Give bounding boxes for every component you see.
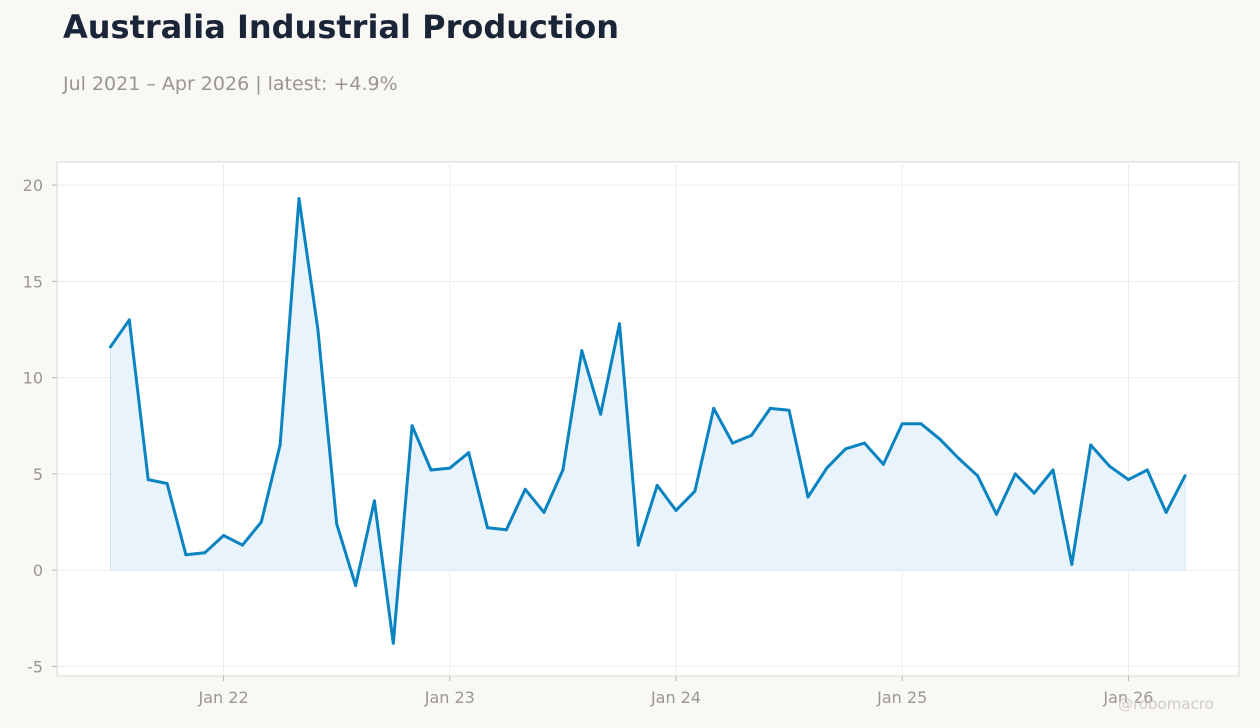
data-point [900,422,904,426]
data-point [1183,474,1187,478]
data-point [655,483,659,487]
x-tick-label: Jan 24 [650,688,701,707]
data-point [354,584,358,588]
y-tick-label: -5 [27,657,43,676]
y-tick-label: 10 [23,369,43,388]
data-point [1126,478,1130,482]
data-point [957,456,961,460]
data-point [749,433,753,437]
plot-area [56,161,1240,677]
data-point [1164,510,1168,514]
data-point [127,318,131,322]
data-point [617,322,621,326]
data-point [372,499,376,503]
data-point [203,551,207,555]
x-axis: Jan 22 Jan 23 Jan 24 Jan 25 Jan 26 [198,676,1153,707]
data-point [599,412,603,416]
data-point [994,512,998,516]
data-point [787,408,791,412]
data-point [1108,464,1112,468]
data-point [561,468,565,472]
data-point [523,487,527,491]
data-point [240,543,244,547]
x-tick-label: Jan 22 [198,688,249,707]
data-point [938,437,942,441]
data-point [222,533,226,537]
x-tick-label: Jan 25 [876,688,927,707]
vertical-gridlines [223,162,1129,676]
data-point [881,462,885,466]
y-tick-label: 15 [23,272,43,291]
data-point [504,528,508,532]
data-point [768,406,772,410]
x-tick-label: Jan 26 [1102,688,1153,707]
data-point [410,424,414,428]
series-line [109,197,1187,645]
data-point [731,441,735,445]
data-point [297,197,301,201]
data-point [1051,468,1055,472]
data-point [391,641,395,645]
data-point [448,466,452,470]
chart-title: Australia Industrial Production [63,8,620,46]
data-point [278,443,282,447]
y-tick-label: 0 [33,561,43,580]
data-point [109,345,112,349]
series-points [109,197,1187,645]
data-point [467,451,471,455]
data-point [316,327,320,331]
data-point [844,447,848,451]
data-point [1145,468,1149,472]
data-point [693,489,697,493]
y-tick-label: 5 [33,465,43,484]
data-point [712,406,716,410]
data-point [542,510,546,514]
x-tick-label: Jan 23 [424,688,475,707]
y-axis: -5 0 5 10 15 20 [23,176,57,676]
y-tick-label: 20 [23,176,43,195]
data-point [580,349,584,353]
watermark: @robomacro [1118,695,1214,713]
data-point [165,481,169,485]
data-point [1032,491,1036,495]
data-point [184,553,188,557]
data-point [486,526,489,530]
data-point [825,466,829,470]
data-point [863,441,866,445]
data-point [1070,562,1074,566]
data-point [146,478,150,482]
data-point [335,522,339,526]
data-point [259,520,263,524]
data-point [806,495,810,499]
data-point [674,508,678,512]
data-point [919,422,923,426]
data-point [636,543,640,547]
data-point [976,474,980,478]
data-point [1013,472,1017,476]
data-point [429,468,433,472]
chart-subtitle: Jul 2021 – Apr 2026 | latest: +4.9% [63,73,398,95]
data-point [1089,443,1093,447]
